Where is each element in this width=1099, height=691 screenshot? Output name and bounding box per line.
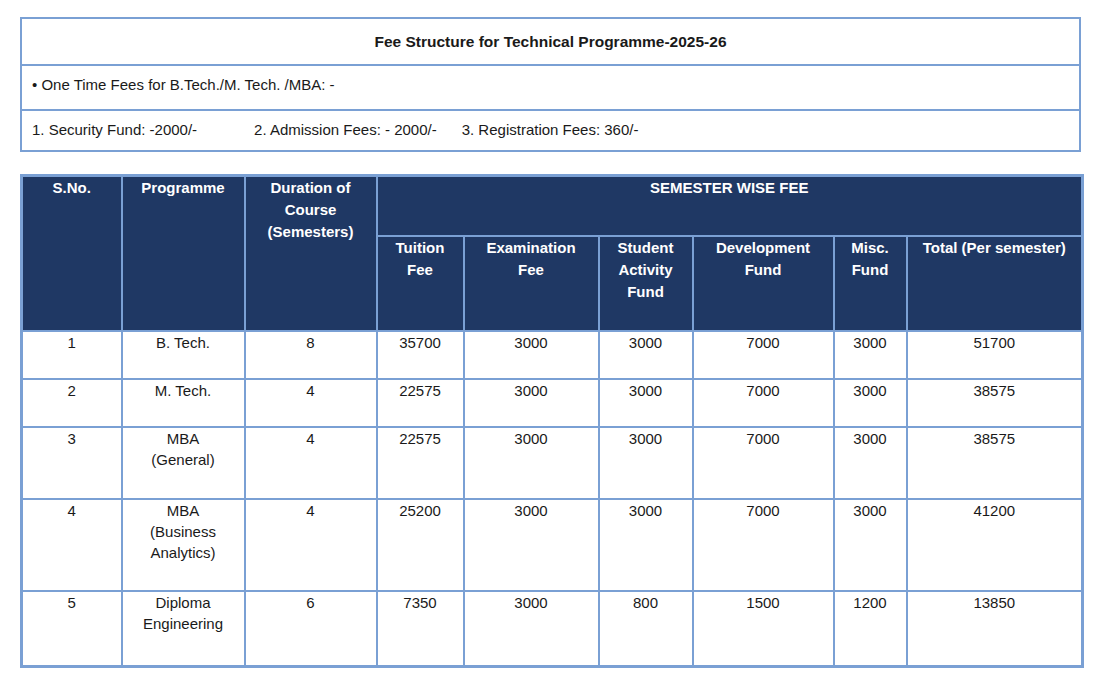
tuition-fee-cell: 7350	[377, 591, 464, 667]
misc-fund-cell: 3000	[834, 379, 907, 427]
total-cell: 38575	[907, 379, 1083, 427]
column-header-misc-fund: Misc. Fund	[834, 236, 907, 331]
fee-structure-table: S.No. Programme Duration of Course (Seme…	[20, 174, 1084, 668]
column-header-tuition-fee: Tuition Fee	[377, 236, 464, 331]
student-activity-fund-cell: 3000	[599, 379, 693, 427]
programme-cell: MBA (General)	[122, 427, 245, 499]
column-header-student-activity-fund: Student Activity Fund	[599, 236, 693, 331]
duration-cell: 4	[245, 379, 377, 427]
security-fund-note: 1. Security Fund: -2000/-	[32, 121, 197, 138]
student-activity-fund-cell: 3000	[599, 499, 693, 591]
programme-cell: B. Tech.	[122, 331, 245, 379]
registration-fees-note: 3. Registration Fees: 360/-	[462, 121, 639, 138]
examination-fee-cell: 3000	[464, 591, 599, 667]
duration-cell: 4	[245, 499, 377, 591]
column-group-semester-wise-fee: SEMESTER WISE FEE	[377, 176, 1083, 236]
examination-fee-cell: 3000	[464, 379, 599, 427]
misc-fund-cell: 3000	[834, 499, 907, 591]
page-title: Fee Structure for Technical Programme-20…	[374, 33, 726, 50]
sno-cell: 4	[22, 499, 122, 591]
sno-cell: 5	[22, 591, 122, 667]
programme-cell: MBA (Business Analytics)	[122, 499, 245, 591]
admission-fees-note: 2. Admission Fees: - 2000/-	[254, 121, 437, 138]
sno-cell: 1	[22, 331, 122, 379]
total-cell: 51700	[907, 331, 1083, 379]
programme-cell: M. Tech.	[122, 379, 245, 427]
tuition-fee-cell: 22575	[377, 379, 464, 427]
table-row-mtech: 2 M. Tech. 4 22575 3000 3000 7000 3000 3…	[22, 379, 1083, 427]
duration-cell: 8	[245, 331, 377, 379]
development-fund-cell: 7000	[693, 331, 834, 379]
development-fund-cell: 7000	[693, 379, 834, 427]
examination-fee-cell: 3000	[464, 499, 599, 591]
examination-fee-cell: 3000	[464, 427, 599, 499]
duration-cell: 4	[245, 427, 377, 499]
misc-fund-cell: 3000	[834, 427, 907, 499]
column-header-total-per-semester: Total (Per semester)	[907, 236, 1083, 331]
total-cell: 41200	[907, 499, 1083, 591]
tuition-fee-cell: 35700	[377, 331, 464, 379]
student-activity-fund-cell: 3000	[599, 427, 693, 499]
total-cell: 13850	[907, 591, 1083, 667]
table-row-mba-general: 3 MBA (General) 4 22575 3000 3000 7000 3…	[22, 427, 1083, 499]
table-row-btech: 1 B. Tech. 8 35700 3000 3000 7000 3000 5…	[22, 331, 1083, 379]
development-fund-cell: 7000	[693, 499, 834, 591]
one-time-fee-items-box: 1. Security Fund: -2000/- 2. Admission Fe…	[20, 111, 1081, 152]
tuition-fee-cell: 22575	[377, 427, 464, 499]
programme-cell: Diploma Engineering	[122, 591, 245, 667]
misc-fund-cell: 3000	[834, 331, 907, 379]
title-box: Fee Structure for Technical Programme-20…	[20, 17, 1081, 66]
tuition-fee-cell: 25200	[377, 499, 464, 591]
column-header-programme: Programme	[122, 176, 245, 331]
examination-fee-cell: 3000	[464, 331, 599, 379]
student-activity-fund-cell: 3000	[599, 331, 693, 379]
one-time-fees-note-box: • One Time Fees for B.Tech./M. Tech. /MB…	[20, 66, 1081, 111]
duration-cell: 6	[245, 591, 377, 667]
table-row-mba-business-analytics: 4 MBA (Business Analytics) 4 25200 3000 …	[22, 499, 1083, 591]
column-header-sno: S.No.	[22, 176, 122, 331]
development-fund-cell: 1500	[693, 591, 834, 667]
table-row-diploma-engineering: 5 Diploma Engineering 6 7350 3000 800 15…	[22, 591, 1083, 667]
sno-cell: 3	[22, 427, 122, 499]
column-header-development-fund: Development Fund	[693, 236, 834, 331]
total-cell: 38575	[907, 427, 1083, 499]
sno-cell: 2	[22, 379, 122, 427]
one-time-fees-note: • One Time Fees for B.Tech./M. Tech. /MB…	[32, 76, 335, 93]
student-activity-fund-cell: 800	[599, 591, 693, 667]
document-page: Fee Structure for Technical Programme-20…	[20, 17, 1081, 668]
header-row-top: S.No. Programme Duration of Course (Seme…	[22, 176, 1083, 236]
column-header-duration: Duration of Course (Semesters)	[245, 176, 377, 331]
development-fund-cell: 7000	[693, 427, 834, 499]
column-header-examination-fee: Examination Fee	[464, 236, 599, 331]
misc-fund-cell: 1200	[834, 591, 907, 667]
